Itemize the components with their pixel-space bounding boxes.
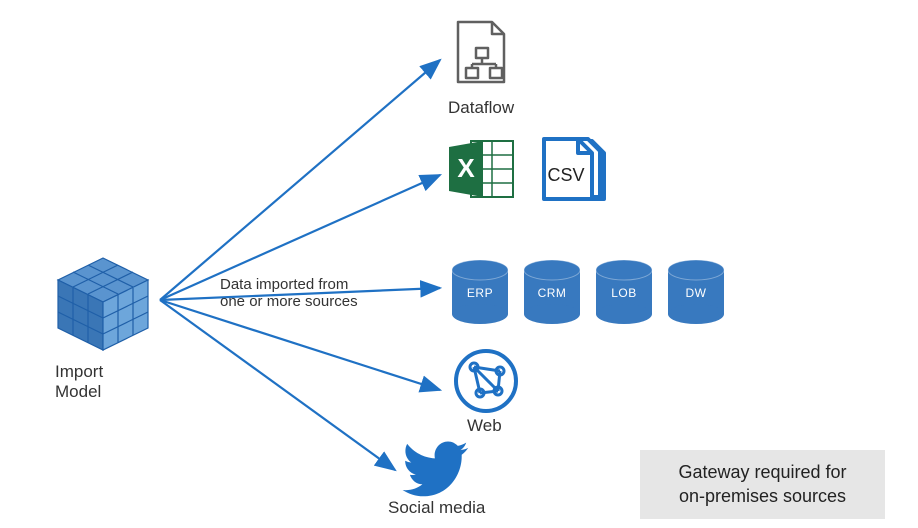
- excel-icon: X: [445, 135, 517, 208]
- svg-text:X: X: [457, 153, 475, 183]
- database-crm: CRM: [520, 258, 584, 326]
- database-label: CRM: [520, 286, 584, 300]
- database-erp: ERP: [448, 258, 512, 326]
- gateway-note-line2: on-premises sources: [658, 484, 867, 508]
- edge-label-line1: Data imported from: [220, 276, 358, 293]
- edge-label: Data imported from one or more sources: [220, 276, 358, 310]
- dataflow-icon: [450, 18, 520, 103]
- csv-icon: CSV: [530, 135, 610, 212]
- dataflow-label: Dataflow: [448, 98, 514, 118]
- edge-label-line2: one or more sources: [220, 293, 358, 310]
- database-lob: LOB: [592, 258, 656, 326]
- import-model-icon: [48, 250, 158, 365]
- database-label: LOB: [592, 286, 656, 300]
- web-label: Web: [467, 416, 502, 436]
- web-icon: [450, 345, 522, 422]
- database-dw: DW: [664, 258, 728, 326]
- import-model-label: Import Model: [55, 362, 103, 402]
- social-media-icon: [400, 440, 470, 503]
- gateway-note: Gateway required for on-premises sources: [640, 450, 885, 519]
- database-label: ERP: [448, 286, 512, 300]
- social-media-label: Social media: [388, 498, 485, 518]
- database-label: DW: [664, 286, 728, 300]
- csv-text: CSV: [547, 165, 584, 185]
- gateway-note-line1: Gateway required for: [658, 460, 867, 484]
